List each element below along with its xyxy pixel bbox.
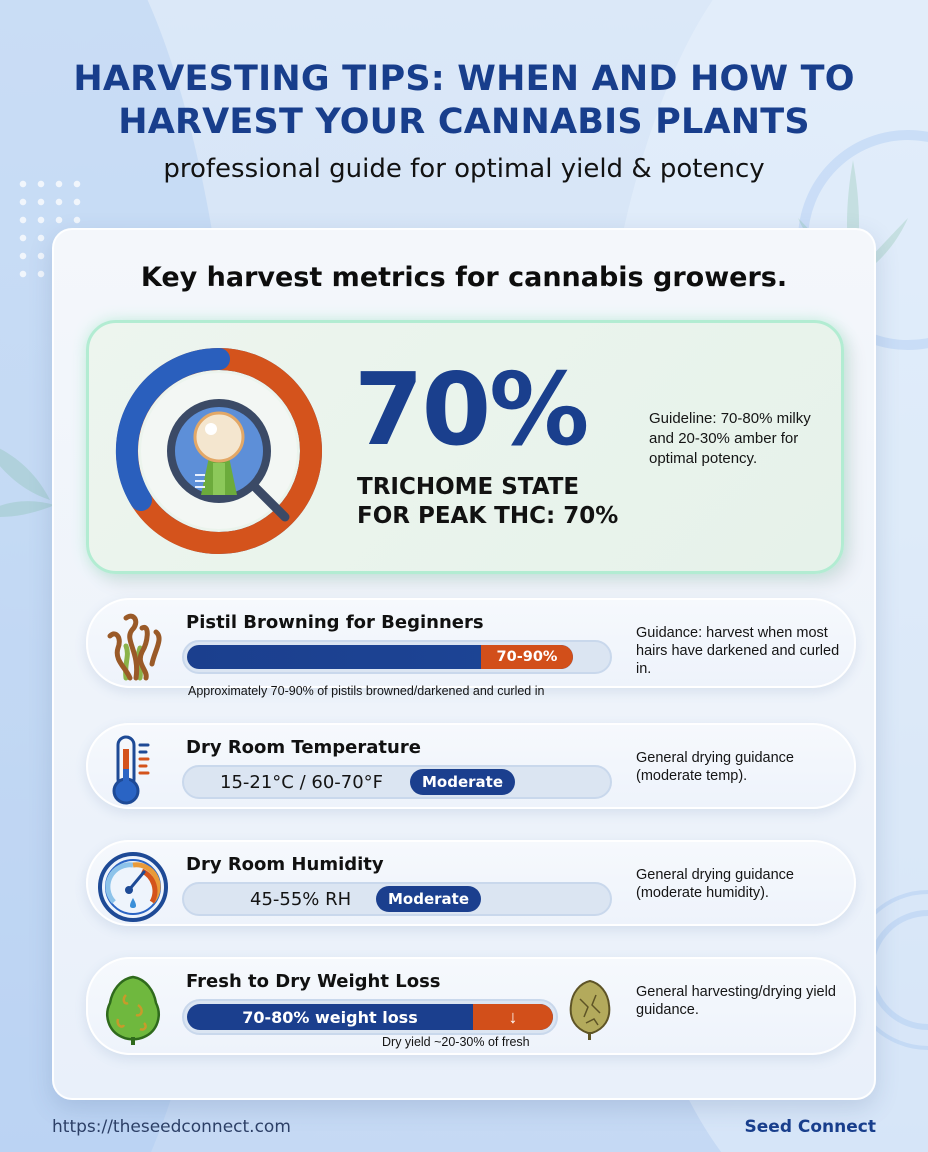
- weight-loss-label: 70-80% weight loss: [242, 1007, 418, 1027]
- weight-loss-fill: 70-80% weight loss ↓: [187, 1004, 553, 1030]
- moderate-badge: Moderate: [376, 886, 482, 912]
- cannabis-leaf-icon: [0, 448, 55, 517]
- metric-note: General drying guidance (moderate temp).: [636, 750, 794, 784]
- progress-range-label: 70-90%: [481, 645, 573, 669]
- metric-dry-room-temperature: Dry Room Temperature 15-21°C / 60-70°F M…: [86, 723, 856, 809]
- temperature-range-pill: 15-21°C / 60-70°F Moderate: [182, 765, 612, 799]
- down-arrow-icon: ↓: [473, 1004, 553, 1030]
- page-title: HARVESTING TIPS: WHEN AND HOW TO HARVEST…: [0, 58, 928, 144]
- progress-fill: 70-90%: [187, 645, 573, 669]
- page-subtitle: professional guide for optimal yield & p…: [163, 154, 765, 184]
- pistil-progress-bar: 70-90%: [182, 640, 612, 674]
- trichome-label-line-1: TRICHOME STATE: [357, 474, 580, 500]
- metric-pistil-browning: Pistil Browning for Beginners 70-90% App…: [86, 598, 856, 698]
- weight-loss-caption: Dry yield ~20-30% of fresh: [382, 1035, 530, 1049]
- trichome-percentage: 70%: [354, 351, 589, 468]
- moderate-badge: Moderate: [410, 769, 516, 795]
- trichome-donut-chart: [115, 347, 323, 555]
- website-link[interactable]: https://theseedconnect.com: [52, 1117, 291, 1137]
- fresh-bud-icon: [106, 975, 160, 1045]
- progress-caption: Approximately 70-90% of pistils browned/…: [188, 684, 545, 698]
- trichome-guideline: Guideline: 70-80% milky and 20-30% amber…: [649, 410, 811, 467]
- header: HARVESTING TIPS: WHEN AND HOW TO HARVEST…: [0, 58, 928, 184]
- title-line-1: HARVESTING TIPS: WHEN AND HOW TO: [73, 59, 855, 99]
- metric-fresh-to-dry-weight-loss: Fresh to Dry Weight Loss 70-80% weight l…: [86, 957, 856, 1055]
- weight-loss-bar: 70-80% weight loss ↓: [182, 999, 558, 1035]
- trichome-hero-panel: 70% TRICHOME STATE FOR PEAK THC: 70% Gui…: [86, 320, 844, 574]
- metrics-card: Key harvest metrics for cannabis growers…: [52, 228, 876, 1100]
- card-heading: Key harvest metrics for cannabis growers…: [140, 262, 788, 293]
- temperature-value: 15-21°C / 60-70°F: [220, 771, 384, 793]
- metric-dry-room-humidity: Dry Room Humidity 45-55% RH Moderate Gen…: [86, 840, 856, 926]
- title-line-2: HARVEST YOUR CANNABIS PLANTS: [118, 102, 810, 142]
- brand-name: Seed Connect: [744, 1117, 876, 1137]
- dry-bud-icon: [569, 979, 611, 1040]
- metric-title: Fresh to Dry Weight Loss: [186, 971, 441, 992]
- pistil-hairs-icon: [107, 613, 162, 681]
- metric-note: General drying guidance (moderate humidi…: [636, 867, 794, 901]
- humidity-gauge-icon: [98, 852, 168, 922]
- metric-note: General harvesting/drying yield guidance…: [636, 984, 836, 1018]
- magnifier-trichome-icon: [167, 399, 290, 522]
- metric-note: Guidance: harvest when most hairs have d…: [636, 625, 840, 677]
- trichome-label: TRICHOME STATE FOR PEAK THC: 70%: [357, 473, 618, 531]
- humidity-value: 45-55% RH: [250, 888, 352, 910]
- metric-title: Dry Room Humidity: [186, 854, 384, 875]
- metric-title: Dry Room Temperature: [186, 737, 421, 758]
- thermometer-icon: [112, 735, 150, 805]
- humidity-range-pill: 45-55% RH Moderate: [182, 882, 612, 916]
- trichome-label-line-2: FOR PEAK THC: 70%: [357, 503, 619, 529]
- metric-title: Pistil Browning for Beginners: [186, 612, 484, 633]
